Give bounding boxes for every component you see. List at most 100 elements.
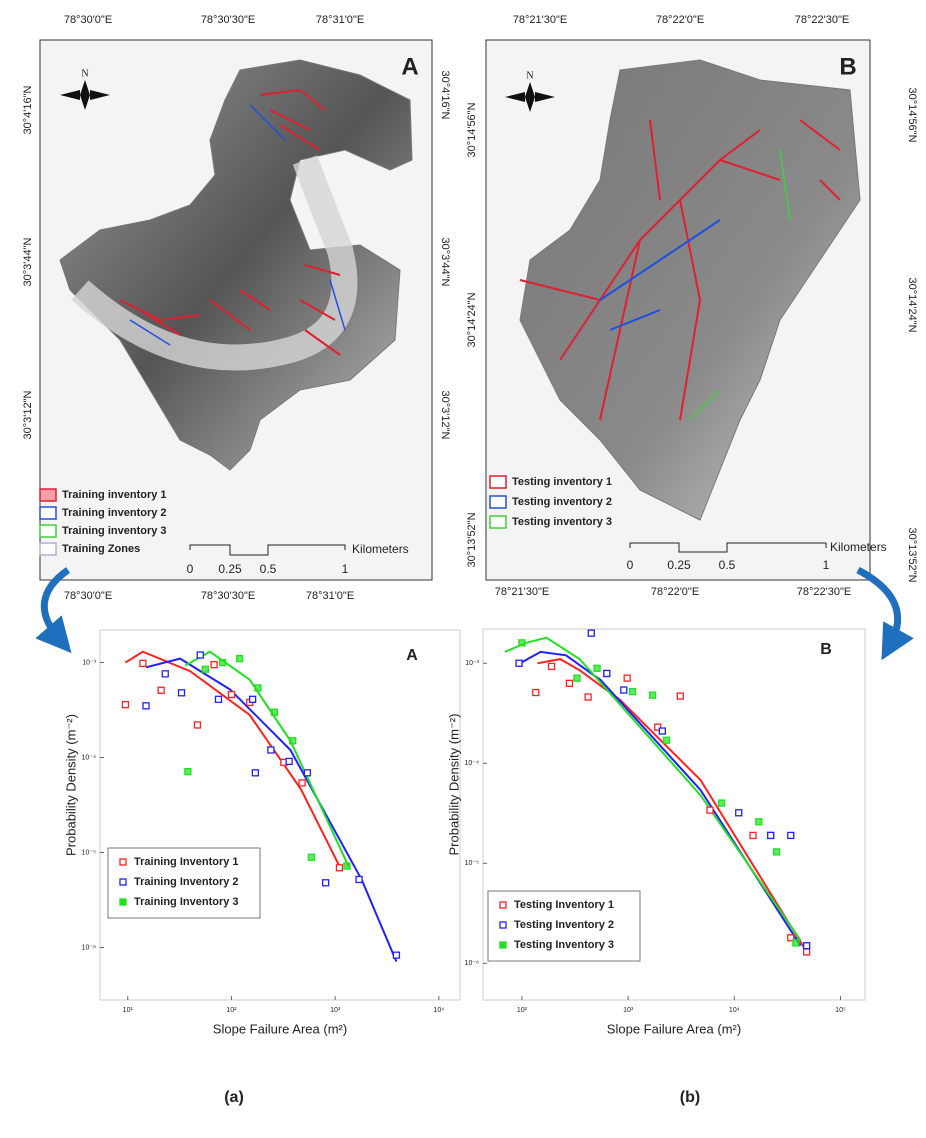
point (620, 686, 628, 694)
coordinate-label: 78°30'0"E (64, 590, 112, 602)
coordinate-label: 30°14'56"N (906, 87, 918, 142)
panel-label: A (401, 53, 418, 80)
terrain (59, 59, 413, 471)
north-label: N (526, 70, 533, 81)
legend-marker (499, 941, 507, 949)
point (355, 875, 363, 884)
coordinate-label: 78°22'0"E (656, 14, 704, 26)
point (803, 948, 811, 956)
valley (71, 155, 358, 371)
point (515, 659, 523, 667)
x-tick-label: 10⁴ (729, 1007, 740, 1014)
point (767, 831, 775, 840)
y-tick-label: 10⁻³ (465, 660, 479, 667)
point (251, 769, 259, 777)
coordinate-label: 30°3'44"N (439, 238, 451, 287)
legend-swatch (39, 488, 57, 502)
legend-label: Training inventory 2 (62, 507, 167, 519)
legend-label: Training inventory 1 (62, 489, 167, 501)
legend-marker (119, 878, 127, 886)
point (676, 692, 684, 700)
point (321, 879, 330, 887)
point (267, 746, 275, 754)
legend-marker (119, 858, 127, 866)
legend-label: Training inventory 3 (62, 525, 167, 537)
point (193, 721, 202, 729)
y-tick-label: 10⁻⁵ (465, 860, 479, 867)
scale-label: 0 (627, 558, 634, 572)
point (343, 862, 351, 870)
fit-line (145, 657, 398, 962)
legend-label: Training Inventory 3 (134, 896, 239, 908)
x-tick-label: 10¹ (123, 1007, 134, 1014)
point (285, 757, 293, 766)
point (565, 679, 574, 687)
point (749, 831, 757, 840)
point (184, 767, 192, 776)
point (236, 654, 244, 663)
legend-label: Training Inventory 1 (134, 856, 239, 868)
point (303, 769, 312, 777)
coordinate-label: 30°4'16"N (22, 85, 34, 134)
point (772, 848, 781, 856)
coordinate-label: 30°14'24"N (906, 277, 918, 332)
arrow (35, 567, 72, 654)
coordinate-label: 30°14'24"N (466, 292, 478, 347)
legend-label: Testing inventory 3 (512, 516, 612, 528)
legend-swatch (39, 542, 57, 556)
coordinate-label: 78°21'30"E (495, 586, 549, 598)
scale-bar (189, 544, 346, 556)
plot-frame (99, 629, 461, 1001)
x-tick-label: 10³ (330, 1007, 341, 1014)
x-tick-label: 10⁵ (835, 1007, 846, 1014)
point (718, 799, 726, 807)
point (603, 669, 611, 678)
north-arrow (505, 82, 555, 112)
coordinate-label: 78°30'30"E (201, 14, 255, 26)
legend-swatch (39, 506, 57, 520)
point (755, 818, 763, 826)
point (218, 658, 227, 667)
legend-box (487, 890, 641, 962)
x-tick-label: 10² (226, 1007, 237, 1014)
coordinate-label: 78°31'0"E (306, 590, 354, 602)
x-tick-label: 10⁴ (433, 1007, 444, 1014)
inventory-outlines (519, 119, 841, 421)
inventory-outlines (599, 219, 721, 331)
fit-line (519, 650, 802, 947)
point (593, 664, 601, 672)
scale-unit: Kilometers (352, 542, 409, 556)
scale-bar (629, 542, 827, 553)
point (161, 670, 169, 678)
legend-swatch (489, 475, 507, 489)
legend-label: Training Inventory 2 (134, 876, 239, 888)
point (706, 806, 714, 814)
y-tick-label: 10⁻⁶ (465, 960, 479, 967)
scale-label: 1 (823, 558, 830, 572)
point (648, 691, 657, 699)
scale-label: 0.25 (218, 562, 242, 576)
point (587, 629, 595, 637)
arrow (856, 566, 914, 661)
scale-label: 1 (342, 562, 349, 576)
coordinate-label: 30°13'52"N (466, 512, 478, 567)
point (227, 690, 236, 699)
point (139, 659, 147, 668)
coordinate-label: 30°3'44"N (22, 237, 34, 286)
coordinate-label: 30°4'16"N (439, 71, 451, 120)
point (547, 662, 556, 671)
point (248, 695, 257, 703)
scale-label: 0.5 (260, 562, 277, 576)
point (298, 779, 306, 787)
panel-label: B (839, 53, 856, 80)
legend-label: Testing inventory 1 (512, 476, 612, 488)
point (307, 853, 316, 861)
legend-marker (499, 901, 507, 909)
point (803, 942, 811, 950)
north-arrow (60, 80, 110, 110)
point (787, 934, 795, 942)
y-tick-label: 10⁻⁴ (465, 760, 480, 767)
point (201, 665, 209, 673)
chart-title: B (820, 641, 832, 658)
